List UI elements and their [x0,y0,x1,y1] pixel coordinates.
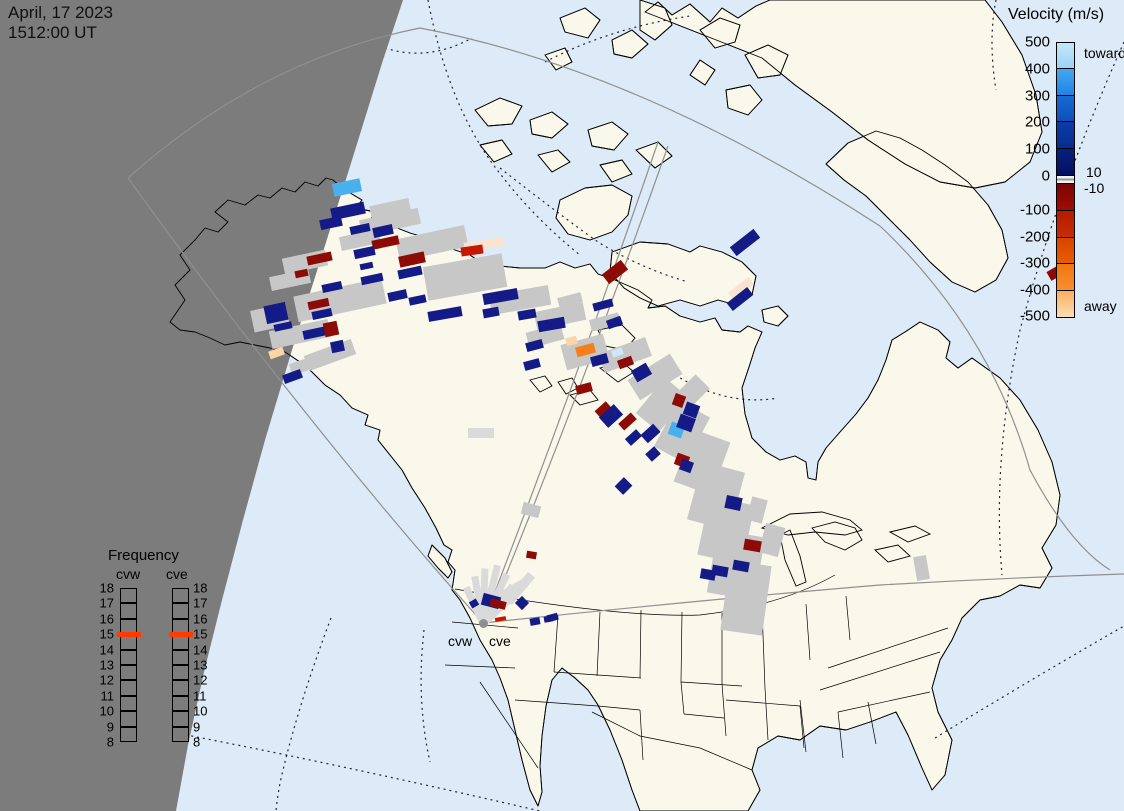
frequency-box-cvw [120,649,137,665]
fov-east-edge [879,225,1111,571]
colorbar-segment [1056,95,1075,123]
active-frequency-marker-cvw [117,631,141,637]
velocity-tick-label: -500 [1019,307,1050,325]
frequency-box-cvw [120,726,137,742]
away-label: away [1084,298,1117,314]
lake-michigan [779,529,807,587]
frequency-tick-label: 18 [193,580,208,596]
lake-superior [760,511,863,536]
velocity-tick-label: -300 [1019,254,1050,272]
frequency-tick-label: 9 [106,719,114,735]
colorbar-segment [1056,237,1075,265]
colorbar-segment [1056,68,1075,96]
frequency-tick-label: 15 [193,626,208,642]
fov-south-edge [482,573,1124,624]
frequency-box-cvw [120,711,137,727]
colorbar-segment [1056,122,1075,150]
frequency-box-cve [172,603,189,619]
colorbar-segment [1056,149,1075,176]
colorbar-segment [1056,210,1075,238]
frequency-box-cvw [120,695,137,712]
frequency-tick-label: 12 [99,672,114,688]
frequency-tick-label: 8 [106,734,114,750]
velocity-tick-label: -100 [1019,201,1050,219]
map-label-cve: cve [489,633,511,649]
frequency-box-cve [172,649,189,665]
frequency-tick-label: 12 [193,672,208,688]
lake-erie [874,544,911,563]
fov-outer-arc [127,27,881,227]
frequency-box-cve [172,588,189,604]
velocity-legend-title: Velocity (m/s) [1008,6,1105,23]
velocity-tick-label: 200 [1024,113,1050,131]
frequency-tick-label: 14 [99,642,114,658]
velocity-tick-label: 300 [1024,87,1050,105]
frequency-box-cve [172,665,189,681]
terminator-shading [0,0,403,811]
frequency-box-cve [172,711,189,727]
date-label: April, 17 2023 [8,3,113,22]
colorbar-segment [1056,291,1075,318]
frequency-tick-label: 11 [100,688,115,704]
frequency-column-label-cve: cve [166,566,188,582]
active-frequency-marker-cve [169,631,193,637]
frequency-box-cvw [120,680,137,696]
frequency-tick-label: 13 [99,657,114,673]
upper-threshold-label: 10 [1086,164,1102,180]
frequency-box-cve [172,695,189,712]
frequency-box-cvw [120,603,137,619]
colorbar-segment [1056,264,1075,292]
frequency-tick-label: 10 [99,703,114,719]
velocity-tick-label: -400 [1019,281,1050,299]
frequency-tick-label: 10 [193,703,208,719]
velocity-tick-label: 0 [1041,167,1050,185]
radar-site-marker [478,618,488,628]
frequency-tick-label: 16 [193,611,208,627]
frequency-tick-label: 11 [193,688,207,704]
frequency-tick-label: 17 [193,595,208,611]
velocity-colorbar [1056,42,1075,318]
graticule [149,0,1124,811]
toward-label: toward [1084,45,1124,61]
frequency-tick-label: 18 [99,580,114,596]
frequency-box-cve [172,726,189,742]
frequency-tick-label: 15 [99,626,114,642]
lake-huron [811,521,863,551]
frequency-box-cvw [120,588,137,604]
frequency-box-cvw [120,665,137,681]
frequency-box-cve [172,680,189,696]
time-label: 1512:00 UT [8,23,97,42]
timestamp-header: April, 17 2023 1512:00 UT [8,3,113,43]
velocity-tick-label: 400 [1024,60,1050,78]
frequency-tick-label: 9 [193,719,201,735]
frequency-tick-label: 17 [99,595,114,611]
colorbar-segment [1056,42,1075,69]
frequency-legend-title: Frequency [108,547,179,564]
colorbar-segment [1056,183,1075,211]
fov-inner-edge-1 [482,141,659,624]
velocity-tick-label: 500 [1024,33,1050,51]
frequency-column-label-cvw: cvw [116,566,141,582]
map-label-cvw: cvw [448,633,473,649]
fov-west-edge [127,177,484,624]
frequency-tick-label: 8 [193,734,201,750]
lake-ontario [888,525,932,543]
velocity-tick-label: 100 [1024,140,1050,158]
state-borders [444,574,949,771]
frequency-tick-label: 13 [193,657,208,673]
lower-threshold-label: -10 [1084,180,1105,196]
frequency-tick-label: 16 [99,611,114,627]
velocity-tick-label: -200 [1019,228,1050,246]
frequency-tick-label: 14 [193,642,208,658]
zero-band [1056,175,1075,184]
